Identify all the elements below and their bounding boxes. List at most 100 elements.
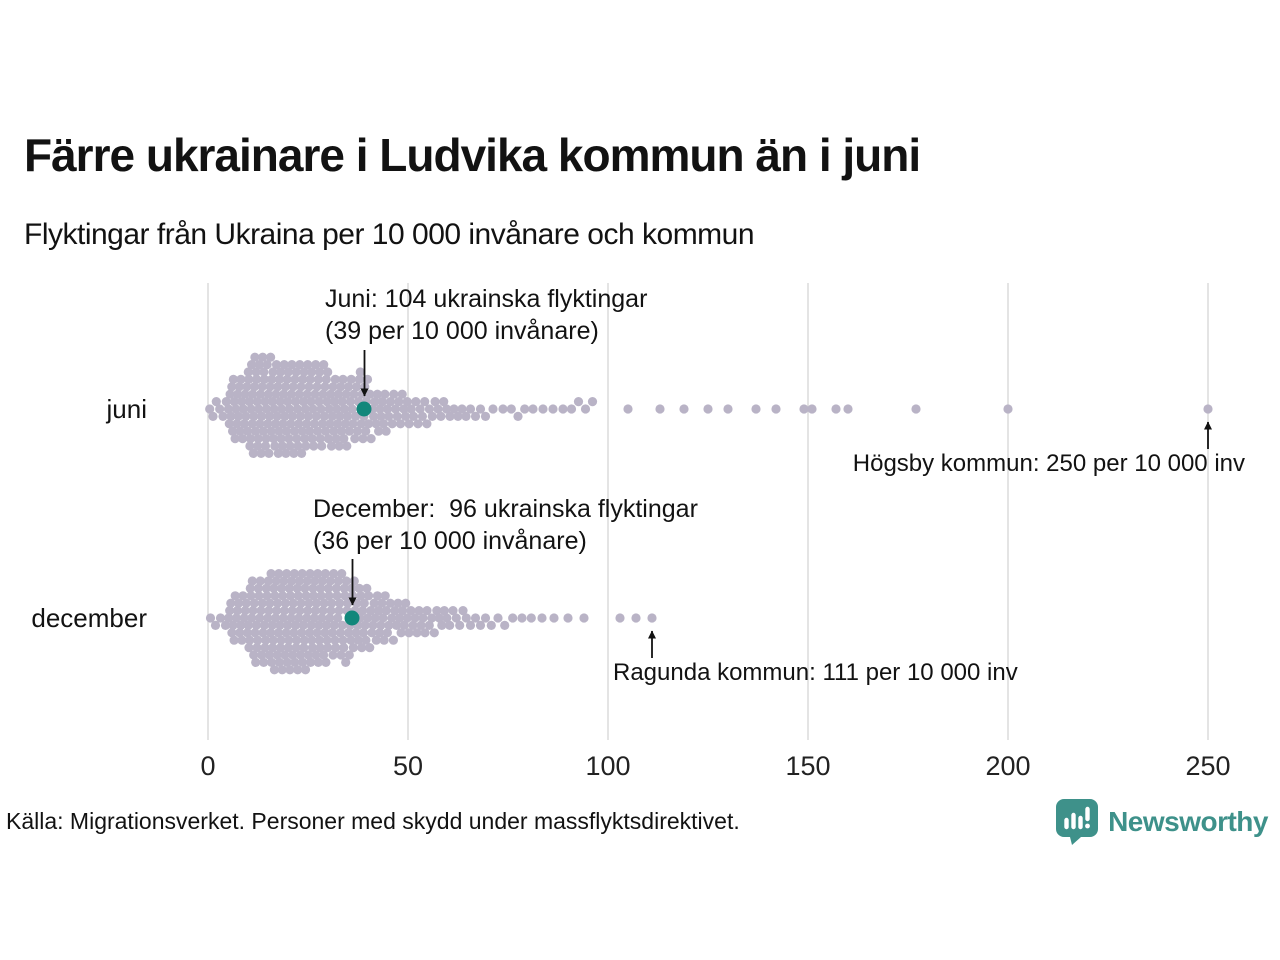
x-tick-label: 50 bbox=[392, 751, 424, 781]
swarm-dot bbox=[470, 411, 481, 421]
chart-title: Färre ukrainare i Ludvika kommun än i ju… bbox=[24, 129, 921, 181]
swarm-dot bbox=[294, 576, 304, 586]
swarm-dot bbox=[442, 404, 452, 414]
swarm-dot bbox=[376, 620, 386, 631]
source-note: Källa: Migrationsverket. Personer med sk… bbox=[6, 808, 740, 834]
swarm-dot bbox=[274, 374, 285, 384]
swarm-dot bbox=[465, 404, 476, 414]
swarm-dot bbox=[351, 411, 361, 421]
swarm-dot bbox=[271, 576, 281, 586]
swarm-dot bbox=[341, 389, 351, 399]
swarm-dot bbox=[341, 657, 351, 668]
swarm-dot bbox=[566, 404, 577, 414]
swarm-dot bbox=[292, 635, 302, 645]
swarm-dot bbox=[286, 389, 296, 399]
swarm-dot bbox=[261, 434, 271, 444]
swarm-dot bbox=[278, 419, 288, 429]
swarm-dot bbox=[247, 360, 257, 370]
swarm-dot bbox=[309, 441, 319, 451]
highlight-dot-december bbox=[344, 610, 360, 626]
swarm-dot bbox=[369, 411, 379, 421]
swarm-dot bbox=[270, 441, 280, 451]
swarm-dot bbox=[411, 397, 421, 407]
swarm-dot bbox=[314, 397, 324, 407]
swarm-dot bbox=[361, 635, 371, 645]
swarm-dot bbox=[320, 569, 330, 579]
swarm-dot bbox=[384, 620, 394, 631]
swarm-dot bbox=[307, 643, 317, 653]
swarm-dot bbox=[249, 382, 259, 392]
swarm-dot bbox=[370, 613, 380, 623]
swarm-dot bbox=[420, 628, 430, 638]
row-label-juni: juni bbox=[106, 394, 147, 424]
swarm-dot bbox=[314, 635, 325, 645]
swarm-dot bbox=[424, 620, 434, 631]
swarm-dot bbox=[451, 613, 461, 623]
swarm-dot bbox=[247, 419, 257, 429]
swarm-dot bbox=[269, 434, 279, 444]
swarm-dot bbox=[723, 404, 733, 414]
swarm-dot bbox=[486, 620, 496, 631]
swarm-dot bbox=[265, 628, 276, 638]
swarm-dot bbox=[404, 419, 414, 429]
swarm-dot bbox=[315, 367, 325, 377]
swarm-dot bbox=[771, 404, 781, 414]
annotation-hogsby-max: Högsby kommun: 250 per 10 000 inv bbox=[852, 450, 1245, 477]
annotation-december-line2: (36 per 10 000 invånare) bbox=[313, 527, 587, 555]
swarm-dot bbox=[358, 628, 368, 638]
swarm-dot bbox=[399, 404, 409, 414]
swarm-dot bbox=[255, 389, 266, 399]
swarm-dot bbox=[417, 411, 427, 421]
swarm-dot bbox=[449, 404, 459, 414]
swarm-dot bbox=[271, 360, 282, 370]
swarm-dot bbox=[274, 569, 284, 579]
swarm-dot bbox=[295, 360, 305, 370]
swarm-dot bbox=[340, 591, 350, 601]
swarm-dot bbox=[229, 397, 239, 407]
swarm-dot bbox=[262, 404, 272, 414]
swarm-dot bbox=[261, 583, 271, 594]
swarm-dot bbox=[370, 397, 380, 407]
swarm-dot bbox=[241, 598, 251, 608]
annotation-december-highlight: December: 96 ukrainska flyktingar (36 pe… bbox=[313, 493, 698, 557]
swarm-dot bbox=[287, 606, 297, 616]
swarm-dot bbox=[679, 404, 689, 414]
swarm-dot bbox=[210, 620, 221, 631]
swarm-dot bbox=[439, 397, 449, 407]
swarm-dot bbox=[538, 404, 548, 414]
swarm-dot bbox=[316, 591, 326, 601]
swarm-dot bbox=[313, 374, 323, 384]
swarm-dot bbox=[291, 367, 301, 377]
swarm-dot bbox=[310, 606, 320, 616]
swarm-dot bbox=[427, 411, 437, 421]
swarm-dot bbox=[374, 606, 384, 616]
swarm-dot bbox=[251, 367, 261, 377]
swarm-dot bbox=[461, 613, 471, 623]
swarm-dot bbox=[276, 434, 286, 444]
swarm-dot bbox=[321, 374, 331, 384]
swarm-dot bbox=[284, 635, 294, 645]
swarm-dot bbox=[315, 643, 325, 653]
swarm-dot bbox=[264, 411, 275, 421]
swarm-dot bbox=[256, 448, 266, 458]
swarm-dot bbox=[430, 397, 440, 407]
swarm-dot bbox=[382, 404, 392, 414]
swarm-dot bbox=[237, 635, 247, 645]
swarm-dot bbox=[397, 389, 407, 399]
swarm-dot bbox=[231, 613, 241, 623]
swarm-dot bbox=[339, 434, 349, 444]
swarm-dot bbox=[237, 397, 247, 407]
swarm-dot bbox=[257, 650, 267, 660]
swarm-dot bbox=[289, 628, 299, 638]
swarm-dot bbox=[326, 389, 336, 399]
swarm-dot bbox=[580, 404, 591, 414]
swarm-dot bbox=[224, 613, 234, 623]
swarm-dot bbox=[343, 411, 353, 421]
swarm-dot bbox=[266, 569, 276, 579]
swarm-dot bbox=[831, 404, 841, 414]
swarm-dot bbox=[264, 606, 274, 616]
swarm-dot bbox=[329, 620, 339, 631]
swarm-dot bbox=[498, 404, 508, 414]
swarm-dot bbox=[218, 411, 228, 421]
